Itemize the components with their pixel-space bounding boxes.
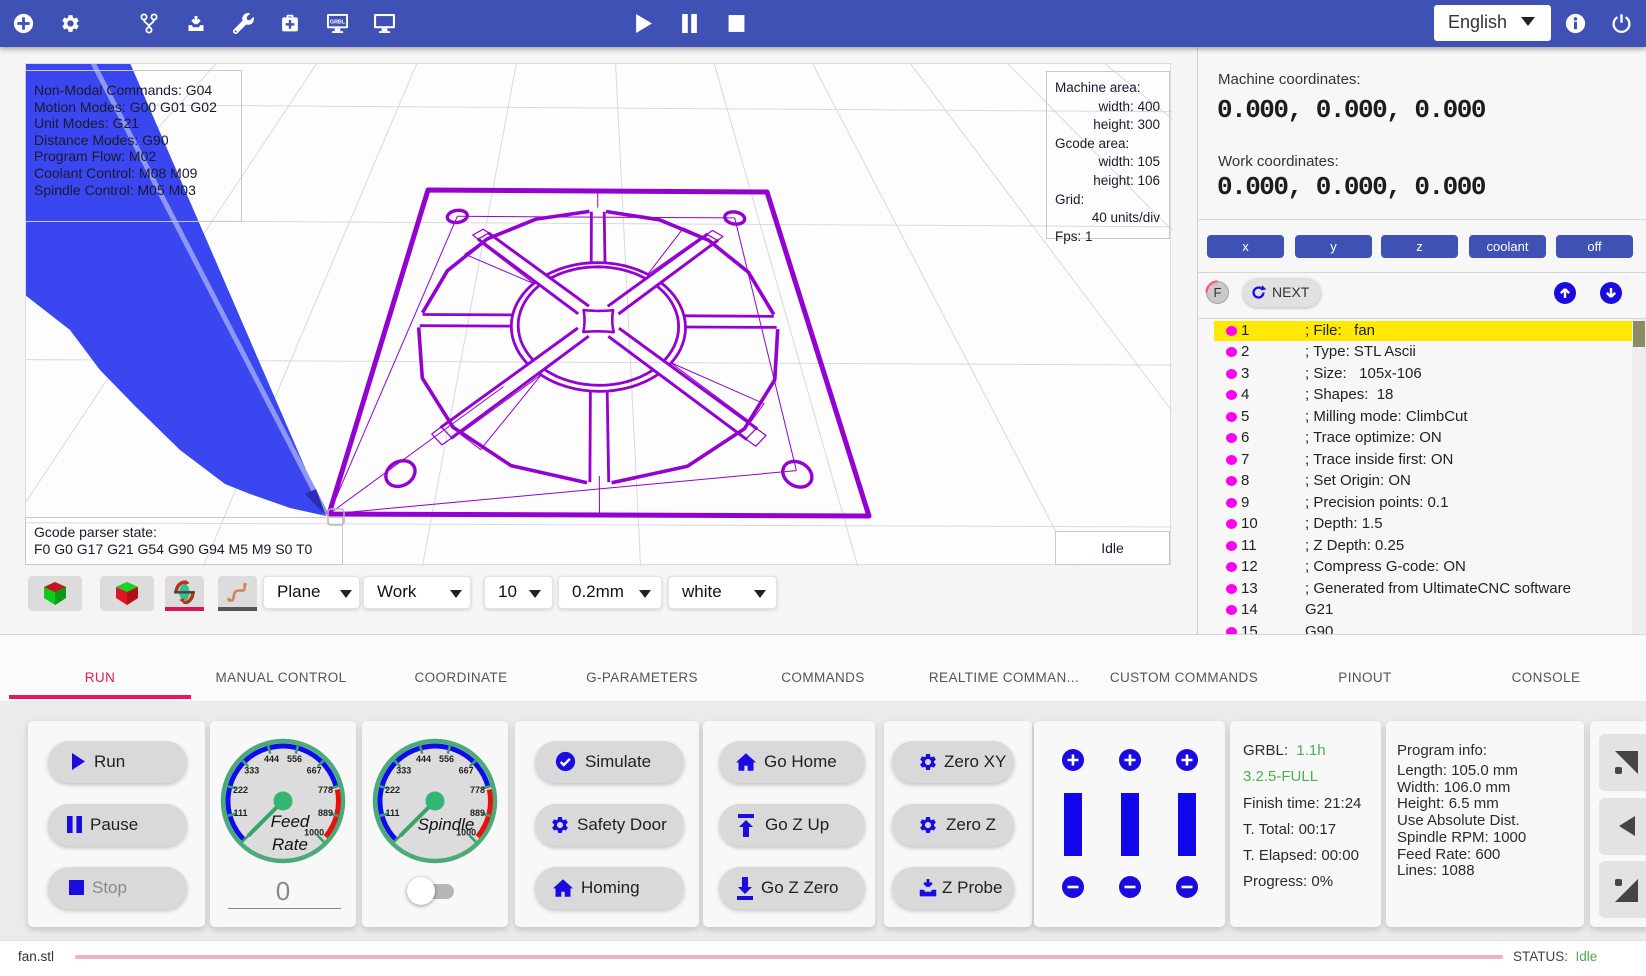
svg-text:111: 111	[233, 808, 247, 818]
svg-text:444: 444	[264, 754, 279, 764]
svg-text:222: 222	[233, 785, 248, 795]
svg-text:667: 667	[307, 765, 322, 775]
svg-text:111: 111	[385, 808, 399, 818]
svg-text:222: 222	[385, 785, 400, 795]
svg-text:Feed: Feed	[271, 812, 310, 831]
svg-text:556: 556	[287, 754, 302, 764]
svg-text:778: 778	[318, 785, 333, 795]
svg-text:889: 889	[470, 808, 485, 818]
svg-text:333: 333	[244, 765, 259, 775]
svg-text:GRBL: GRBL	[330, 20, 346, 26]
svg-text:778: 778	[470, 785, 485, 795]
svg-text:667: 667	[459, 765, 474, 775]
svg-text:556: 556	[439, 754, 454, 764]
svg-text:1000: 1000	[304, 828, 324, 838]
svg-text:444: 444	[416, 754, 431, 764]
svg-text:Rate: Rate	[272, 835, 308, 854]
svg-text:Spindle: Spindle	[418, 815, 475, 834]
svg-text:333: 333	[396, 765, 411, 775]
svg-text:889: 889	[318, 808, 333, 818]
svg-text:1000: 1000	[456, 828, 476, 838]
